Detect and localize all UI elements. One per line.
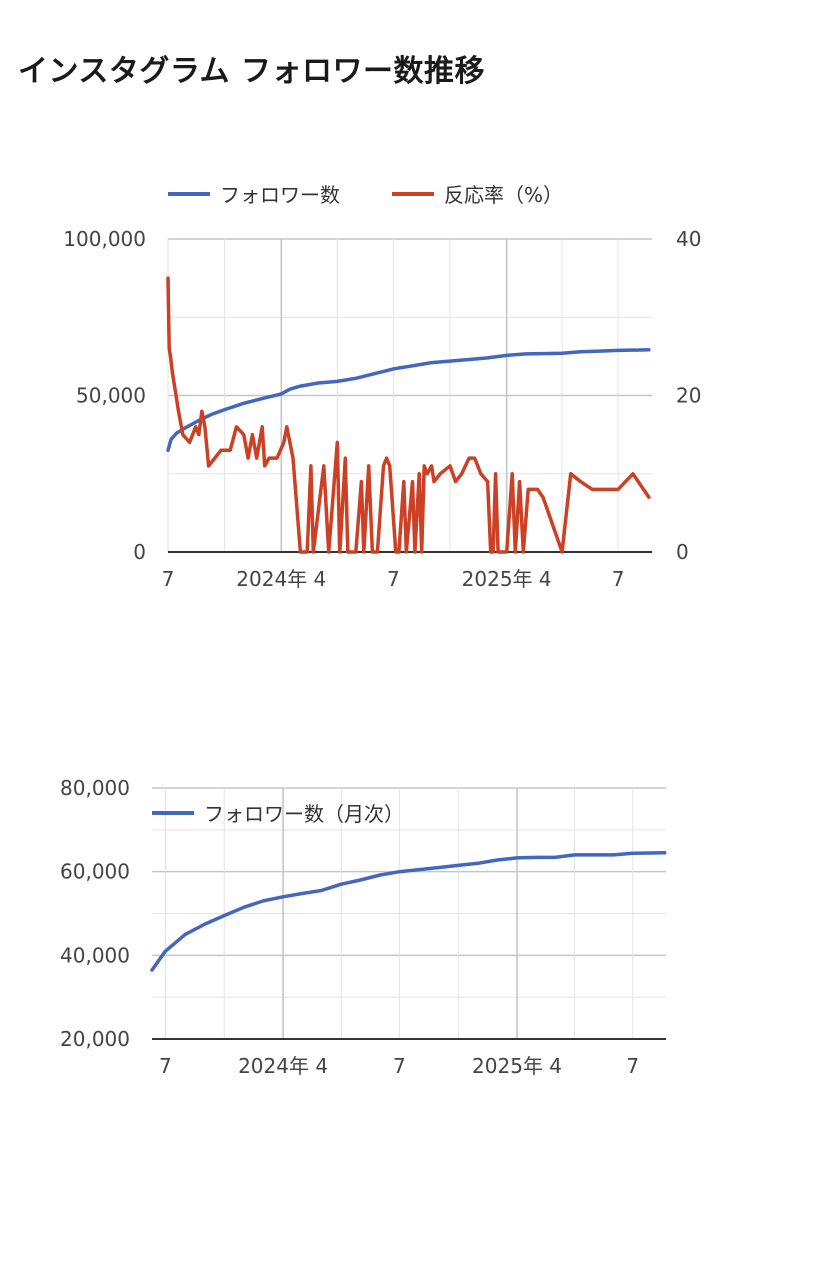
x-tick-label: 2025年 4 bbox=[472, 1054, 562, 1078]
x-tick-label: 7 bbox=[159, 1054, 172, 1078]
follower-line bbox=[166, 348, 651, 453]
follower-line bbox=[150, 851, 667, 972]
x-tick-label: 2024年 4 bbox=[238, 1054, 328, 1078]
y-left-tick-label: 60,000 bbox=[60, 860, 130, 884]
y-left-tick-label: 0 bbox=[133, 540, 146, 564]
legend-label-monthly: フォロワー数（月次） bbox=[204, 802, 404, 826]
y-right-tick-label: 20 bbox=[676, 384, 701, 408]
y-right-tick-label: 0 bbox=[676, 540, 689, 564]
y-left-tick-label: 50,000 bbox=[76, 384, 146, 408]
monthly-follower-chart: 7 2024年 4 7 2025年 4 7 80,000 60,000 40,000 20,00… bbox=[60, 776, 667, 1078]
x-tick-label: 7 bbox=[612, 567, 625, 591]
x-tick-label: 7 bbox=[162, 567, 175, 591]
y-left-tick-label: 40,000 bbox=[60, 943, 130, 967]
legend-label-followers: フォロワー数 bbox=[220, 183, 340, 207]
follower-response-chart: 7 2024年 4 7 2025年 4 7 100,000 50,000 0 40 20 0 フォロワ… bbox=[63, 183, 701, 591]
page-title: インスタグラム フォロワー数推移 bbox=[18, 54, 485, 89]
y-left-tick-label: 80,000 bbox=[60, 776, 130, 800]
x-tick-label: 2024年 4 bbox=[236, 567, 326, 591]
x-tick-label: 2025年 4 bbox=[462, 567, 552, 591]
y-right-tick-label: 40 bbox=[676, 227, 701, 251]
response-rate-line bbox=[166, 276, 651, 554]
x-tick-label: 7 bbox=[387, 567, 400, 591]
x-tick-label: 7 bbox=[393, 1054, 406, 1078]
y-left-tick-label: 100,000 bbox=[63, 227, 146, 251]
legend-label-response: 反応率（%） bbox=[444, 183, 563, 207]
y-left-tick-label: 20,000 bbox=[60, 1027, 130, 1051]
x-tick-label: 7 bbox=[626, 1054, 639, 1078]
